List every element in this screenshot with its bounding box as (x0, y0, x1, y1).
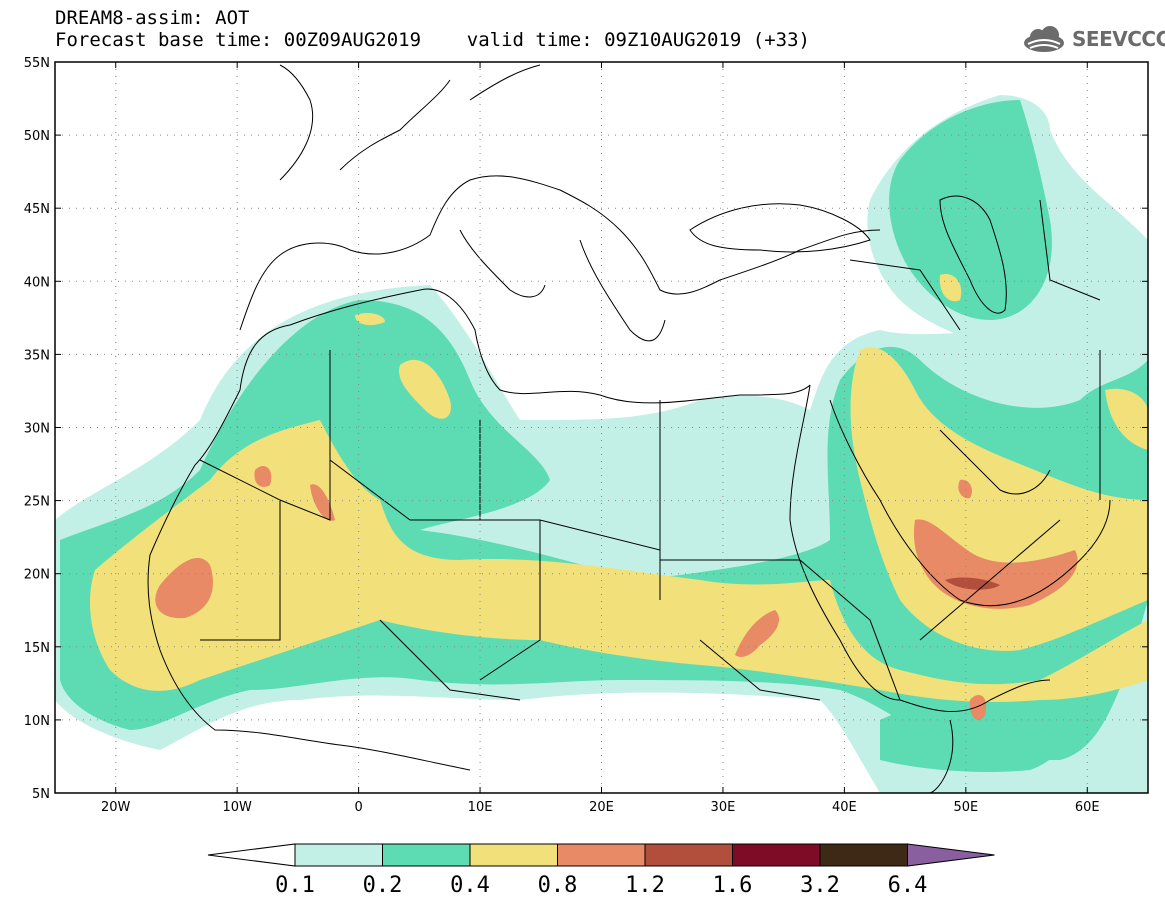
aot-field-dark-arabia (945, 577, 1000, 590)
colorbar-under-arrow (207, 843, 296, 867)
colorbar-label: 0.2 (363, 873, 403, 898)
aot-field-yellow-west (90, 420, 1148, 702)
lon-tick-label: 0 (354, 800, 362, 815)
colorbar-bin (644, 843, 733, 867)
lon-tick-label: 60E (1075, 800, 1100, 815)
colorbar-label: 3.2 (800, 873, 840, 898)
colorbar-bin (819, 843, 908, 867)
graticule (55, 62, 1148, 793)
colorbar-bin (557, 843, 646, 867)
coastlines (147, 64, 1111, 793)
lon-tick-label: 20E (589, 800, 614, 815)
lat-tick-label: 5N (32, 787, 50, 802)
colorbar-label: 0.4 (450, 873, 490, 898)
colorbar-label: 1.6 (713, 873, 753, 898)
colorbar-label: 0.1 (275, 873, 315, 898)
lon-tick-label: 10W (222, 800, 252, 815)
aot-field-yellow-morocco (399, 359, 451, 419)
aot-fields (55, 95, 1148, 793)
aot-field-green-eastafrica (880, 700, 1069, 772)
lat-tick-label: 55N (24, 56, 50, 71)
aot-field-green-caspian (889, 100, 1052, 320)
lat-tick-label: 50N (24, 129, 50, 144)
lon-tick-label: 40E (832, 800, 857, 815)
aot-field-orange-arabia (913, 519, 1078, 609)
colorbar-label: 0.8 (538, 873, 578, 898)
lat-tick-label: 20N (24, 568, 50, 583)
lat-tick-label: 10N (24, 714, 50, 729)
colorbar-bin (469, 843, 558, 867)
lat-tick-label: 45N (24, 202, 50, 217)
aot-field-orange-mauritania (155, 557, 213, 619)
lon-tick-label: 20W (101, 800, 131, 815)
colorbar-over-arrow (907, 843, 995, 867)
colorbar-bin (732, 843, 821, 867)
colorbar-label: 6.4 (888, 873, 928, 898)
colorbar-label: 1.2 (625, 873, 665, 898)
lat-tick-label: 40N (24, 275, 50, 290)
logo-text: SEEVCCC (1072, 27, 1165, 51)
cloud-icon (1024, 26, 1064, 52)
axis-ticks: 20W 10W 0 10E 20E 30E 40E 50E 60E 5N 10N 15N 20N 25N 3… (24, 56, 1148, 815)
lon-tick-label: 30E (711, 800, 736, 815)
lat-tick-label: 15N (24, 641, 50, 656)
colorbar-bin (294, 843, 383, 867)
colorbar: 0.1 0.2 0.4 0.8 1.2 1.6 3.2 6.4 (207, 843, 995, 898)
lon-tick-label: 50E (953, 800, 978, 815)
lon-tick-label: 10E (468, 800, 493, 815)
aot-field-yellow-iran (1105, 388, 1148, 450)
aot-field-orange-somalia (969, 695, 987, 720)
aot-field-yellow-arabia (850, 347, 1148, 651)
aot-field-yellow-caspian (939, 274, 962, 302)
aot-field-orange-gulf (958, 479, 972, 499)
colorbar-bin (382, 843, 471, 867)
lat-tick-label: 35N (24, 348, 50, 363)
aot-field-yellow-atlas (355, 312, 385, 326)
forecast-times: Forecast base time: 00Z09AUG2019 valid t… (55, 29, 810, 51)
lat-tick-label: 25N (24, 495, 50, 510)
aot-field-orange-sahara-1 (254, 465, 272, 487)
aot-field-orange-sudan (735, 610, 780, 657)
lat-tick-label: 30N (24, 422, 50, 437)
map-title: DREAM8-assim: AOT (55, 7, 250, 29)
aot-field-orange-sahara-2 (310, 484, 335, 521)
